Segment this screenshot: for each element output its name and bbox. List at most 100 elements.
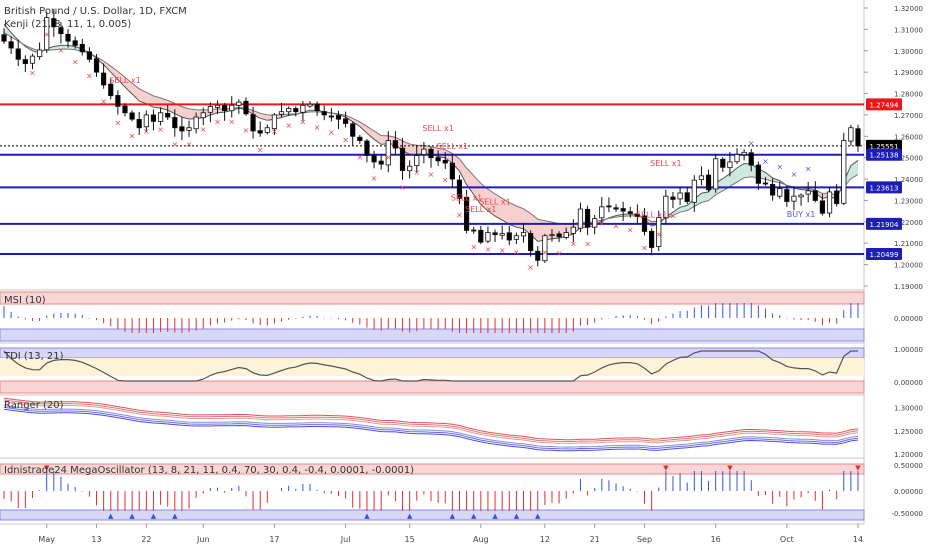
candle-body (478, 229, 484, 243)
kenji-cloud-segment (523, 208, 531, 235)
candle-body (570, 226, 576, 234)
kenji-cloud-segment (124, 77, 133, 94)
mega-upper-band (0, 463, 865, 475)
ranger-band-line (3, 397, 859, 441)
candle-body (428, 148, 434, 159)
sell-cross-marker: × (542, 248, 549, 257)
price-tag-text: 1.21904 (870, 221, 899, 229)
mega-oscillator-pane-title: Idnistrade24 MegaOscillator (13, 8, 21, … (4, 465, 415, 476)
sell-cross-marker: × (413, 168, 420, 177)
mega-bottom-marker: ▲ (108, 512, 114, 520)
candle-body (165, 112, 171, 118)
candle-body (556, 233, 562, 238)
kenji-cloud-segment (459, 158, 467, 185)
buy-cross-marker: × (748, 139, 755, 148)
tdi-tick-label: 0.00000 (894, 379, 923, 387)
sell-cross-marker: × (143, 127, 150, 136)
price-axis[interactable]: 1.32000 1.31000 1.30000 1.29000 1.28000 1.270… (864, 5, 923, 291)
msi-dot (786, 318, 788, 319)
kenji-cloud-segment (473, 175, 481, 205)
candle-body (193, 116, 199, 130)
sell-signal-label: SELL x1 (422, 124, 453, 133)
price-pane[interactable]: × × × × × × × × × × × × × × × × × × × × × × × × × × × × × × × × × × × × × × × ×… (0, 0, 901, 272)
price-tick-label: 1.21000 (894, 240, 923, 248)
time-tick-label: Jul (340, 535, 351, 544)
candle-body (58, 27, 64, 35)
candle-body (684, 192, 690, 202)
sell-cross-marker: × (271, 127, 278, 136)
candle-body (798, 194, 804, 198)
candle-body (848, 127, 854, 142)
msi-upper-band (0, 291, 865, 305)
time-tick-label: 12 (540, 535, 550, 544)
candle-body (691, 179, 697, 203)
candle-body (698, 175, 705, 181)
sell-cross-marker: × (499, 246, 506, 255)
candle-body (762, 182, 769, 185)
mega-bottom-marker: ▲ (492, 512, 498, 520)
buy-cross-marker: × (805, 165, 812, 174)
kenji-cloud-segment (60, 45, 69, 50)
sell-cross-marker: × (186, 140, 193, 149)
symbol-title: British Pound / U.S. Dollar, 1D, FXCM (4, 6, 187, 17)
candle-body (520, 232, 527, 237)
sell-signal-label: SELL x1 (109, 76, 140, 85)
time-tick-label: 15 (405, 535, 415, 544)
kenji-cloud-segment (4, 24, 12, 37)
sell-cross-marker: × (72, 58, 79, 67)
mega-tick-label: -0.50000 (892, 510, 923, 518)
candle-body (307, 103, 313, 107)
msi-pane[interactable]: 0.00000 (0, 291, 923, 342)
kenji-cloud-segment (516, 206, 524, 229)
sell-cross-marker: × (214, 118, 221, 127)
time-axis[interactable]: May 13 22 Jun 17 Jul 15 Aug 12 21 Sep 16 Oct 14 (38, 524, 863, 544)
sell-cross-marker: × (556, 249, 563, 258)
candle-body (705, 174, 712, 191)
candle-body (36, 49, 43, 58)
candle-body (834, 190, 840, 205)
kenji-cloud-segment (181, 106, 190, 119)
ranger-band-line (3, 406, 859, 450)
candle-body (442, 159, 448, 164)
kenji-cloud-segment (117, 71, 125, 88)
kenji-cloud-segment (744, 163, 752, 178)
candle-body (734, 154, 740, 163)
time-tick-label: 17 (269, 535, 279, 544)
kenji-cloud-segment (352, 118, 360, 127)
msi-pane-title: MSI (10) (4, 295, 46, 306)
candle-body (72, 40, 78, 46)
mega-oscillator-pane[interactable]: ▼ ▲ ▲ ▲ ▲ ▲ ▲ ▲ ▲ ▲ ▲ ▲ ▼ ▼ ▼ 0.50000 0.00000 -0.50000 (0, 462, 923, 521)
ranger-pane[interactable]: 1.30000 1.25000 1.20000 (3, 397, 923, 459)
candle-body (371, 155, 377, 163)
candle-body (1, 34, 7, 42)
candle-body (264, 127, 270, 133)
time-tick-label: 13 (91, 535, 101, 544)
sell-cross-marker: × (257, 145, 264, 154)
ranger-tick-label: 1.30000 (894, 405, 923, 413)
msi-dot (88, 318, 90, 319)
price-tick-label: 1.22000 (894, 219, 923, 227)
sell-cross-marker: × (243, 126, 250, 135)
candle-body (392, 140, 399, 149)
candle-body (584, 208, 591, 228)
candle-body (122, 105, 128, 114)
kenji-cloud-segment (110, 66, 118, 80)
candle-body (720, 158, 726, 168)
sell-cross-marker: × (115, 119, 122, 128)
candle-body (44, 17, 50, 51)
kenji-cloud-segment (139, 88, 147, 104)
tdi-pane[interactable]: 1.00000 0.00000 (0, 346, 923, 394)
kenji-cloud-segment (174, 103, 182, 118)
price-tick-label: 1.19000 (894, 283, 923, 291)
candle-body (150, 114, 157, 122)
candle-body (207, 105, 213, 113)
candle-body (819, 200, 826, 214)
ranger-band-line (3, 399, 859, 443)
candle-body (670, 196, 676, 200)
candle-body (101, 72, 107, 86)
candle-body (93, 58, 100, 73)
kenji-cloud-segment (445, 149, 453, 164)
candle-body (385, 140, 391, 166)
tdi-line (3, 350, 858, 382)
